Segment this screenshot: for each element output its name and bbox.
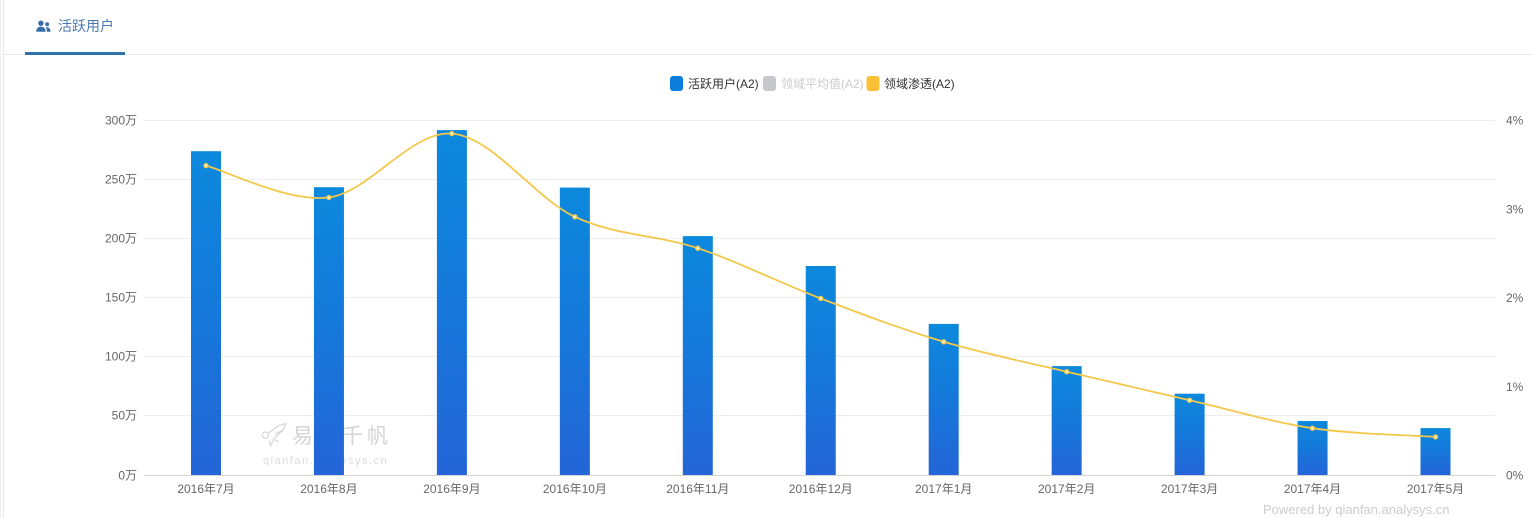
svg-text:Powered by qianfan.analysys.cn: Powered by qianfan.analysys.cn [1263, 502, 1449, 517]
svg-text:300万: 300万 [105, 114, 137, 128]
svg-text:1%: 1% [1506, 380, 1524, 394]
svg-text:领域平均值(A2): 领域平均值(A2) [781, 76, 864, 91]
svg-text:100万: 100万 [105, 350, 137, 364]
svg-text:领域渗透(A2): 领域渗透(A2) [884, 76, 955, 91]
svg-text:4%: 4% [1506, 114, 1524, 128]
svg-text:250万: 250万 [105, 173, 137, 187]
svg-text:2016年10月: 2016年10月 [543, 482, 607, 496]
svg-text:2016年11月: 2016年11月 [666, 482, 729, 496]
svg-text:50万: 50万 [112, 409, 137, 423]
svg-text:2017年2月: 2017年2月 [1038, 482, 1095, 496]
svg-text:200万: 200万 [105, 232, 137, 246]
svg-text:2017年1月: 2017年1月 [915, 482, 972, 496]
svg-text:活跃用户(A2): 活跃用户(A2) [688, 76, 759, 91]
svg-text:2017年5月: 2017年5月 [1407, 482, 1464, 496]
svg-text:0万: 0万 [118, 469, 137, 483]
svg-text:2016年8月: 2016年8月 [300, 482, 357, 496]
svg-text:2016年7月: 2016年7月 [177, 482, 234, 496]
svg-text:2%: 2% [1506, 291, 1524, 305]
svg-text:2016年9月: 2016年9月 [423, 482, 480, 496]
svg-text:150万: 150万 [105, 291, 137, 305]
svg-text:2017年3月: 2017年3月 [1161, 482, 1218, 496]
svg-text:2016年12月: 2016年12月 [789, 482, 853, 496]
svg-text:2017年4月: 2017年4月 [1284, 482, 1341, 496]
svg-text:0%: 0% [1506, 469, 1524, 483]
svg-text:3%: 3% [1506, 203, 1524, 217]
